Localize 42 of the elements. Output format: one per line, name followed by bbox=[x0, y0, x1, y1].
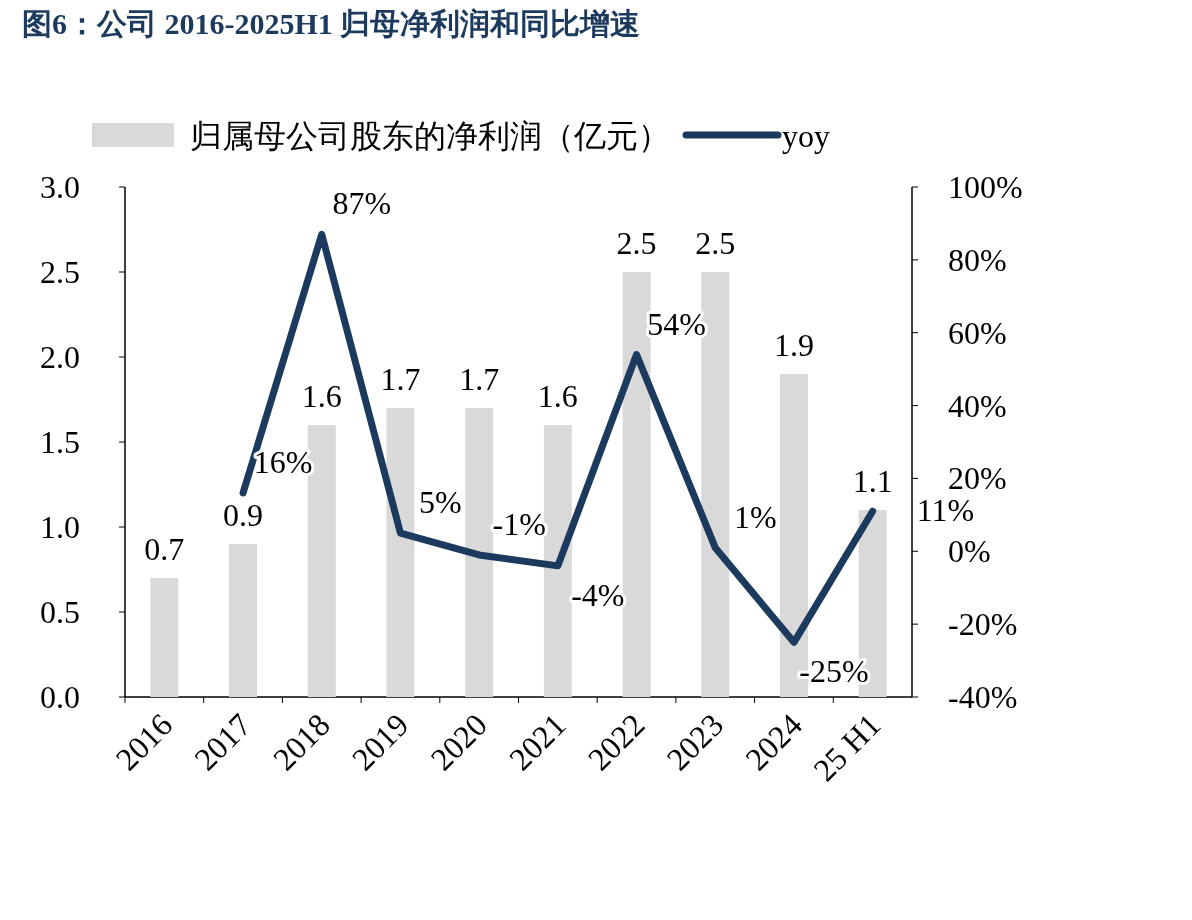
data-label: 2.5 bbox=[616, 225, 657, 261]
data-label: 1.6 bbox=[301, 378, 342, 414]
bar bbox=[622, 272, 651, 697]
x-tick-label: 25 H1 bbox=[806, 706, 888, 788]
data-label: 1% bbox=[733, 498, 777, 535]
data-label: 1.6 bbox=[537, 378, 578, 414]
y2-tick-label: 80% bbox=[948, 241, 1007, 278]
y-tick-label: 0.5 bbox=[40, 594, 80, 630]
y2-tick-label: -40% bbox=[948, 679, 1018, 715]
data-label: 5% bbox=[419, 484, 462, 521]
y-tick-label: 1.0 bbox=[40, 509, 80, 545]
data-label: 1.9 bbox=[773, 327, 814, 363]
bar bbox=[229, 544, 258, 697]
data-label: 16% bbox=[253, 444, 313, 480]
data-label: 1.7 bbox=[459, 361, 500, 397]
data-label: 1.7 bbox=[380, 361, 421, 397]
y2-tick-label: 60% bbox=[948, 314, 1007, 351]
y-tick-label: 0.0 bbox=[40, 679, 80, 715]
y-tick-label: 2.5 bbox=[40, 254, 80, 290]
y2-tick-label: 0% bbox=[948, 533, 991, 570]
y2-tick-label: -20% bbox=[948, 606, 1018, 643]
bar bbox=[543, 425, 572, 697]
y-tick-label: 3.0 bbox=[40, 169, 80, 205]
bar bbox=[386, 408, 415, 697]
data-label: -25% bbox=[799, 653, 869, 690]
data-label: 54% bbox=[647, 305, 706, 342]
data-label: 87% bbox=[332, 185, 392, 222]
y2-tick-label: 100% bbox=[948, 169, 1023, 205]
data-label: -4% bbox=[571, 576, 625, 613]
y-tick-label: 2.0 bbox=[40, 339, 80, 375]
legend-label: 归属母公司股东的净利润（亿元） bbox=[190, 118, 670, 154]
bar bbox=[150, 578, 179, 697]
y2-tick-label: 40% bbox=[948, 387, 1007, 424]
y-tick-label: 1.5 bbox=[40, 424, 80, 460]
data-label: 0.9 bbox=[223, 497, 264, 533]
legend-label: yoy bbox=[782, 118, 830, 154]
data-label: 1.1 bbox=[852, 463, 893, 499]
chart-title: 图6：公司 2016-2025H1 归母净利润和同比增速 bbox=[22, 7, 641, 40]
data-label: 2.5 bbox=[695, 225, 736, 261]
bar bbox=[465, 408, 494, 697]
data-label: -1% bbox=[492, 505, 546, 542]
data-label: 0.7 bbox=[144, 531, 185, 567]
